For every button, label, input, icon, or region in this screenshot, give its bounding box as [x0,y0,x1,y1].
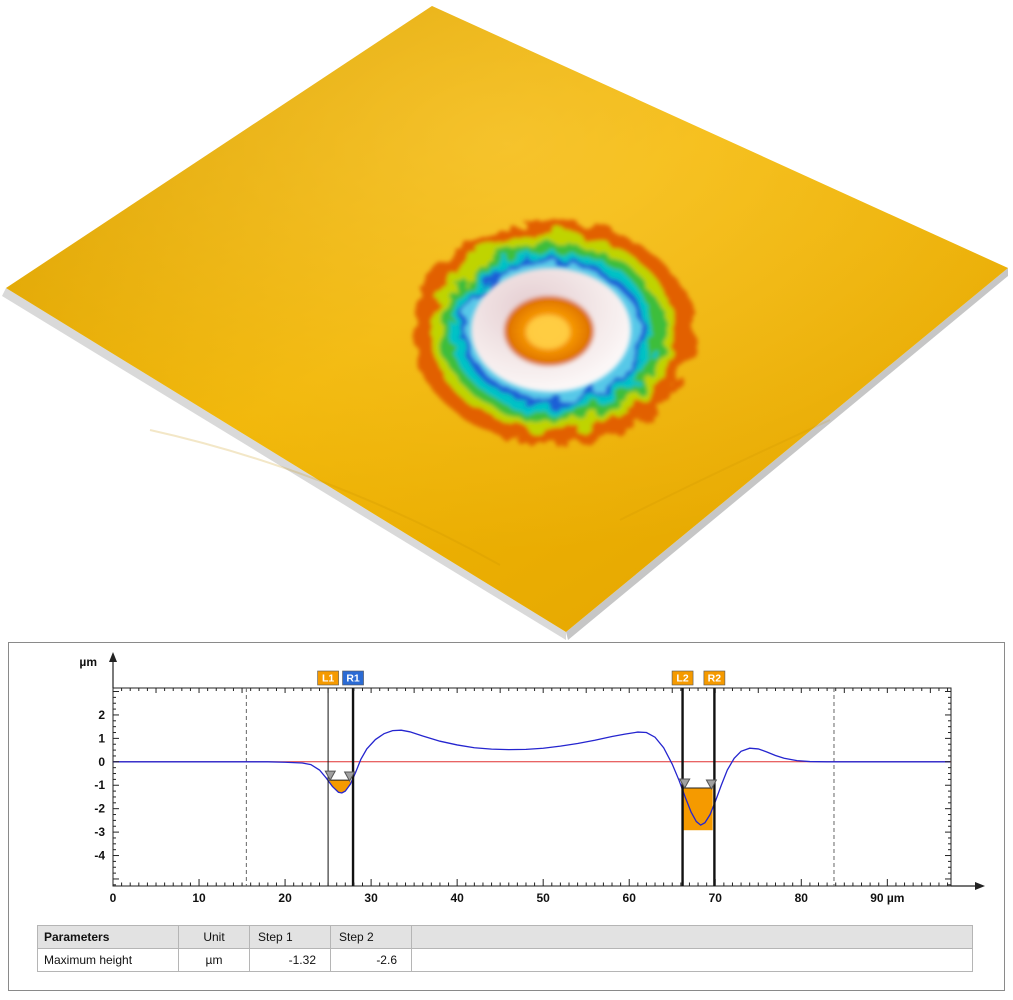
y-tick-label: 1 [98,731,105,745]
measure-point-triangle[interactable] [343,771,356,783]
marker-tag-l1[interactable] [317,670,339,686]
parameters-table: Parameters Unit Step 1 Step 2 Maximum height… [37,925,973,972]
plate-edge-right [566,268,1008,640]
y-tick-label: 2 [98,708,105,722]
param-table-header [411,925,973,949]
surface-wrinkle [619,419,831,521]
marker-tag-r2[interactable] [703,670,726,686]
param-table-header: Unit [178,925,250,949]
surface-wrinkle [149,429,501,566]
param-table-header-row: Parameters Unit Step 1 Step 2 [37,925,973,949]
measure-point-triangle[interactable] [324,770,337,782]
y-tick-label: 0 [98,755,105,769]
x-tick-label: 20 [278,891,292,905]
param-table-header: Step 2 [330,925,412,949]
x-tick-label: 0 [110,891,117,905]
param-table-row[interactable]: Maximum height µm -1.32 -2.6 [37,948,973,972]
param-table-cell [411,948,973,972]
y-axis-unit-label: µm [79,655,97,669]
param-table-cell: Maximum height [37,948,179,972]
x-tick-label: 50 [537,891,551,905]
x-tick-label: 90 µm [870,891,904,905]
marker-tag-l2[interactable] [671,670,694,686]
y-tick-label: -1 [94,778,105,792]
x-tick-label: 10 [192,891,206,905]
surface-3d-view [2,6,1008,640]
crater-center-highlight [526,315,570,349]
measure-point-triangle[interactable] [705,779,718,791]
x-axis-arrow-head [975,882,985,890]
y-axis-arrow-head [109,652,117,662]
marker-tag-label: L2 [676,673,688,685]
param-table-header: Step 1 [249,925,331,949]
marker-tag-label: L1 [322,673,334,685]
param-table-cell: -2.6 [330,948,412,972]
y-tick-label: -2 [94,802,105,816]
step-region [328,780,351,793]
y-tick-label: -3 [94,825,105,839]
param-table-cell: µm [178,948,250,972]
x-tick-label: 70 [709,891,723,905]
x-tick-label: 30 [364,891,378,905]
plate-edge-left [2,288,566,640]
x-tick-label: 40 [450,891,464,905]
plot-area [112,687,952,887]
crater-rim [471,268,631,392]
y-tick-label: -4 [94,849,105,863]
marker-tag-label: R1 [346,673,360,685]
profile-curve [113,729,951,826]
x-tick-label: 80 [795,891,809,905]
marker-tag-r1[interactable] [342,670,364,686]
measure-point-triangle[interactable] [678,778,691,790]
step-region [683,788,713,831]
x-tick-label: 60 [623,891,637,905]
param-table-header: Parameters [37,925,179,949]
marker-tag-label: R2 [708,673,722,685]
measurement-panel: L1 R1 L2 R2 0 10 20 30 40 50 60 70 80 90 µm 2 1 0 -1 -2 -3-… [8,642,1005,991]
param-table-cell: -1.32 [249,948,331,972]
height-profile-chart: L1 R1 L2 R20 10 20 30 40 50 60 70 80 90 µm210-1-2-3-… [79,652,985,905]
